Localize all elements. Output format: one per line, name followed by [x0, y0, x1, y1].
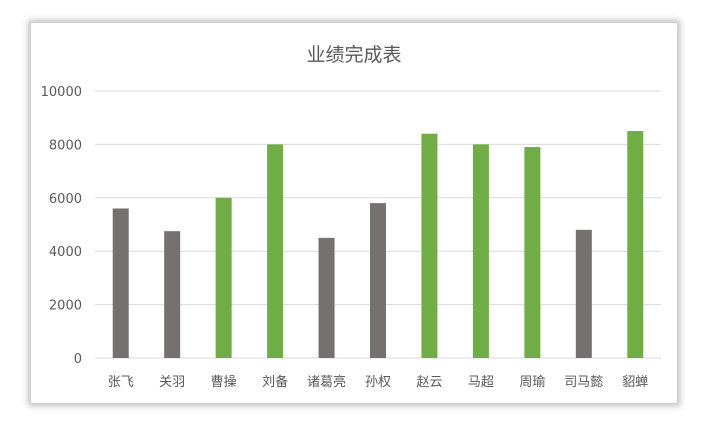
bar-关羽 [164, 231, 181, 358]
x-tick-label: 张飞 [108, 375, 134, 390]
y-tick-label: 4000 [49, 245, 82, 260]
bar-孙权 [370, 203, 386, 358]
bar-貂蝉 [627, 131, 644, 358]
bar-刘备 [267, 144, 284, 358]
x-tick-label: 貂蝉 [622, 375, 648, 390]
chart-title: 业绩完成表 [306, 44, 401, 66]
chart-frame [30, 22, 678, 404]
x-tick-label: 周瑜 [519, 375, 545, 390]
bar-曹操 [215, 197, 232, 358]
bar-马超 [472, 144, 489, 358]
bar-诸葛亮 [318, 237, 335, 358]
bar-司马懿 [575, 229, 592, 358]
y-tick-label: 6000 [49, 192, 82, 207]
y-tick-label: 8000 [49, 138, 82, 153]
bar-赵云 [421, 133, 438, 358]
x-tick-label: 刘备 [262, 374, 288, 390]
y-tick-label: 10000 [41, 85, 82, 100]
x-tick-label: 孙权 [365, 374, 391, 390]
x-tick-label: 赵云 [416, 375, 442, 390]
x-tick-label: 诸葛亮 [307, 374, 346, 390]
bar-张飞 [112, 208, 129, 358]
y-tick-label: 0 [74, 352, 82, 367]
x-tick-label: 马超 [468, 375, 494, 390]
y-tick-label: 2000 [49, 299, 82, 314]
x-tick-label: 曹操 [211, 374, 237, 390]
bar-周瑜 [524, 147, 541, 358]
x-tick-label: 关羽 [159, 375, 185, 390]
x-tick-label: 司马懿 [564, 375, 603, 390]
